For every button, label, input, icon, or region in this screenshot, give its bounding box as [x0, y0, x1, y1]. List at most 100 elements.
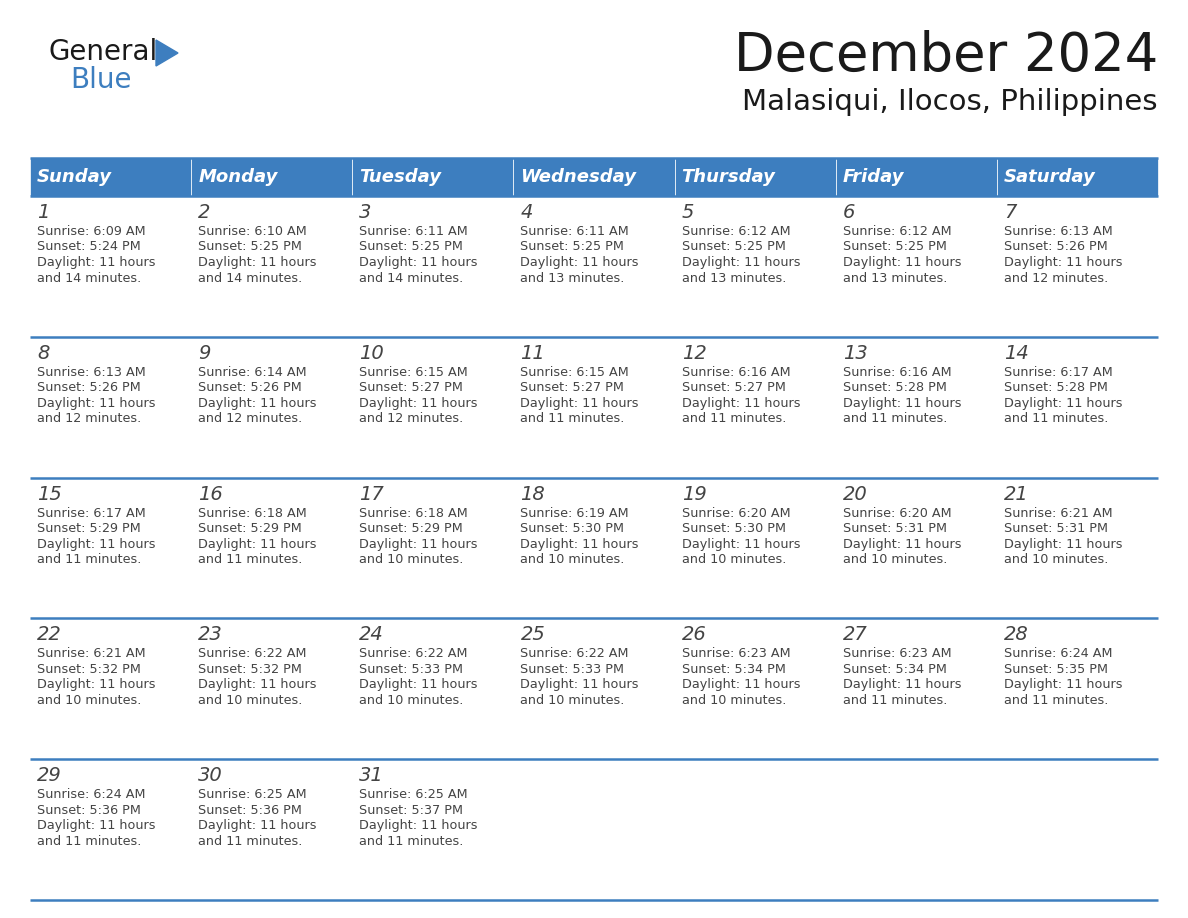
Text: Sunset: 5:26 PM: Sunset: 5:26 PM [1004, 241, 1107, 253]
Bar [191, 337, 353, 477]
Bar [835, 477, 997, 619]
Text: Malasiqui, Ilocos, Philippines: Malasiqui, Ilocos, Philippines [742, 88, 1158, 116]
Text: Sunrise: 6:17 AM: Sunrise: 6:17 AM [1004, 365, 1113, 379]
Bar [835, 337, 997, 477]
Text: and 11 minutes.: and 11 minutes. [1004, 412, 1108, 425]
Bar [513, 196, 675, 337]
Bar [997, 759, 1158, 900]
Bar [30, 196, 191, 337]
Bar [675, 337, 835, 477]
Text: and 14 minutes.: and 14 minutes. [198, 272, 303, 285]
Bar [997, 477, 1158, 619]
Text: Sunset: 5:34 PM: Sunset: 5:34 PM [682, 663, 785, 676]
Text: and 11 minutes.: and 11 minutes. [842, 694, 947, 707]
Text: Daylight: 11 hours: Daylight: 11 hours [842, 256, 961, 269]
Text: Sunrise: 6:11 AM: Sunrise: 6:11 AM [520, 225, 630, 238]
Text: Daylight: 11 hours: Daylight: 11 hours [37, 819, 156, 833]
Text: 18: 18 [520, 485, 545, 504]
Bar [675, 477, 835, 619]
Text: Sunrise: 6:18 AM: Sunrise: 6:18 AM [198, 507, 307, 520]
Bar [30, 477, 191, 619]
Text: 11: 11 [520, 344, 545, 363]
Text: 28: 28 [1004, 625, 1029, 644]
Text: Sunset: 5:27 PM: Sunset: 5:27 PM [520, 381, 625, 395]
Bar [513, 759, 675, 900]
Bar [513, 619, 675, 759]
Text: Sunrise: 6:19 AM: Sunrise: 6:19 AM [520, 507, 630, 520]
Text: Sunset: 5:33 PM: Sunset: 5:33 PM [359, 663, 463, 676]
Text: 6: 6 [842, 203, 855, 222]
Text: and 13 minutes.: and 13 minutes. [682, 272, 786, 285]
Text: and 10 minutes.: and 10 minutes. [682, 554, 786, 566]
Text: Saturday: Saturday [1004, 168, 1095, 186]
Text: and 10 minutes.: and 10 minutes. [198, 694, 303, 707]
Text: Sunset: 5:25 PM: Sunset: 5:25 PM [520, 241, 625, 253]
Text: Sunrise: 6:21 AM: Sunrise: 6:21 AM [1004, 507, 1112, 520]
Text: Sunrise: 6:10 AM: Sunrise: 6:10 AM [198, 225, 307, 238]
Text: Sunrise: 6:20 AM: Sunrise: 6:20 AM [682, 507, 790, 520]
Bar [997, 337, 1158, 477]
Text: and 14 minutes.: and 14 minutes. [37, 272, 141, 285]
Text: Daylight: 11 hours: Daylight: 11 hours [682, 538, 800, 551]
Text: Sunset: 5:29 PM: Sunset: 5:29 PM [359, 522, 463, 535]
Text: and 14 minutes.: and 14 minutes. [359, 272, 463, 285]
Text: Sunset: 5:34 PM: Sunset: 5:34 PM [842, 663, 947, 676]
Text: 1: 1 [37, 203, 50, 222]
Text: 8: 8 [37, 344, 50, 363]
Bar [835, 759, 997, 900]
Text: 16: 16 [198, 485, 223, 504]
Text: and 11 minutes.: and 11 minutes. [1004, 694, 1108, 707]
Bar [191, 619, 353, 759]
Text: Daylight: 11 hours: Daylight: 11 hours [842, 538, 961, 551]
Text: Sunset: 5:26 PM: Sunset: 5:26 PM [37, 381, 140, 395]
Text: Daylight: 11 hours: Daylight: 11 hours [37, 678, 156, 691]
Text: and 11 minutes.: and 11 minutes. [682, 412, 786, 425]
Bar [353, 337, 513, 477]
Text: Daylight: 11 hours: Daylight: 11 hours [1004, 397, 1123, 409]
Text: Sunset: 5:36 PM: Sunset: 5:36 PM [37, 803, 141, 817]
Text: Sunrise: 6:11 AM: Sunrise: 6:11 AM [359, 225, 468, 238]
Text: Sunset: 5:25 PM: Sunset: 5:25 PM [682, 241, 785, 253]
Text: Sunset: 5:32 PM: Sunset: 5:32 PM [37, 663, 141, 676]
Bar [513, 337, 675, 477]
Bar [353, 477, 513, 619]
Text: Daylight: 11 hours: Daylight: 11 hours [198, 678, 317, 691]
Text: Sunrise: 6:14 AM: Sunrise: 6:14 AM [198, 365, 307, 379]
Text: and 10 minutes.: and 10 minutes. [520, 554, 625, 566]
Text: 26: 26 [682, 625, 707, 644]
Text: 10: 10 [359, 344, 384, 363]
Text: and 11 minutes.: and 11 minutes. [37, 834, 141, 847]
Text: and 10 minutes.: and 10 minutes. [842, 554, 947, 566]
Text: Daylight: 11 hours: Daylight: 11 hours [520, 538, 639, 551]
Text: 25: 25 [520, 625, 545, 644]
Text: Friday: Friday [842, 168, 904, 186]
Text: and 12 minutes.: and 12 minutes. [198, 412, 303, 425]
Text: 9: 9 [198, 344, 210, 363]
Text: Daylight: 11 hours: Daylight: 11 hours [682, 678, 800, 691]
Bar [191, 196, 353, 337]
Bar [835, 158, 997, 196]
Text: and 12 minutes.: and 12 minutes. [359, 412, 463, 425]
Text: Tuesday: Tuesday [359, 168, 441, 186]
Text: Sunrise: 6:13 AM: Sunrise: 6:13 AM [37, 365, 146, 379]
Text: Sunset: 5:25 PM: Sunset: 5:25 PM [198, 241, 302, 253]
Text: Thursday: Thursday [682, 168, 776, 186]
Text: Sunrise: 6:24 AM: Sunrise: 6:24 AM [1004, 647, 1112, 660]
Bar [30, 158, 191, 196]
Text: Daylight: 11 hours: Daylight: 11 hours [520, 397, 639, 409]
Text: and 10 minutes.: and 10 minutes. [682, 694, 786, 707]
Text: Daylight: 11 hours: Daylight: 11 hours [682, 397, 800, 409]
Text: General: General [48, 38, 157, 66]
Bar [30, 337, 191, 477]
Text: Sunset: 5:32 PM: Sunset: 5:32 PM [198, 663, 302, 676]
Text: Sunset: 5:28 PM: Sunset: 5:28 PM [1004, 381, 1107, 395]
Text: Sunrise: 6:17 AM: Sunrise: 6:17 AM [37, 507, 146, 520]
Text: Daylight: 11 hours: Daylight: 11 hours [1004, 538, 1123, 551]
Bar [353, 619, 513, 759]
Text: Sunset: 5:37 PM: Sunset: 5:37 PM [359, 803, 463, 817]
Bar [191, 158, 353, 196]
Text: and 10 minutes.: and 10 minutes. [359, 554, 463, 566]
Text: Daylight: 11 hours: Daylight: 11 hours [37, 397, 156, 409]
Bar [353, 759, 513, 900]
Text: Sunrise: 6:22 AM: Sunrise: 6:22 AM [520, 647, 628, 660]
